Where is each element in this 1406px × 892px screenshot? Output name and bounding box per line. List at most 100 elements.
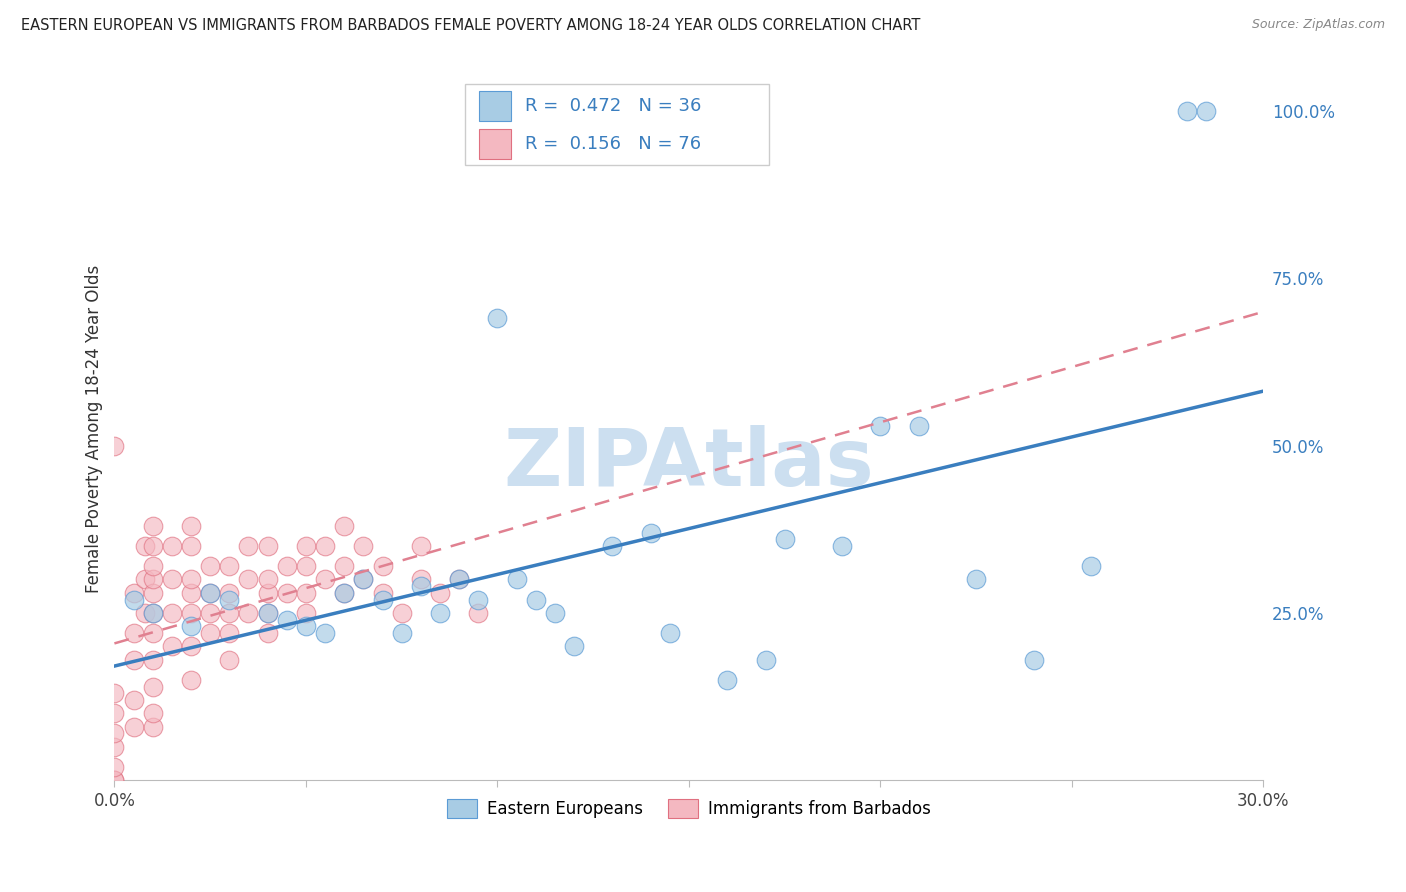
Point [180, 539, 202, 553]
Point [391, 626, 413, 640]
Point [198, 626, 221, 640]
FancyBboxPatch shape [465, 85, 769, 165]
Point [295, 539, 318, 553]
Point [256, 573, 278, 587]
Point [218, 606, 240, 620]
Point [180, 619, 202, 633]
Point [409, 573, 432, 587]
Point [142, 519, 165, 533]
Point [142, 680, 165, 694]
Point [180, 586, 202, 600]
Point [142, 653, 165, 667]
Point [314, 626, 336, 640]
Point [1195, 103, 1218, 118]
Point [429, 586, 451, 600]
Point [640, 525, 662, 540]
Point [1022, 653, 1045, 667]
Point [409, 579, 432, 593]
Point [218, 592, 240, 607]
Point [142, 626, 165, 640]
Point [103, 439, 125, 453]
Point [142, 539, 165, 553]
Legend: Eastern Europeans, Immigrants from Barbados: Eastern Europeans, Immigrants from Barba… [440, 792, 938, 825]
Point [122, 626, 145, 640]
Point [198, 586, 221, 600]
Text: Source: ZipAtlas.com: Source: ZipAtlas.com [1251, 18, 1385, 31]
Y-axis label: Female Poverty Among 18-24 Year Olds: Female Poverty Among 18-24 Year Olds [86, 265, 103, 593]
Point [198, 586, 221, 600]
Point [429, 606, 451, 620]
Point [218, 586, 240, 600]
Point [467, 592, 489, 607]
Point [965, 573, 987, 587]
Point [371, 592, 394, 607]
Point [276, 613, 298, 627]
Point [103, 739, 125, 754]
Point [295, 559, 318, 574]
Point [142, 573, 165, 587]
Point [333, 586, 356, 600]
Point [391, 606, 413, 620]
Point [1175, 103, 1198, 118]
Point [295, 606, 318, 620]
FancyBboxPatch shape [478, 91, 510, 120]
Point [449, 573, 471, 587]
Point [256, 606, 278, 620]
Point [142, 559, 165, 574]
Point [333, 559, 356, 574]
Point [238, 539, 260, 553]
Point [122, 653, 145, 667]
Point [218, 559, 240, 574]
Point [103, 773, 125, 788]
Point [276, 586, 298, 600]
Point [142, 586, 165, 600]
Point [333, 519, 356, 533]
Point [831, 539, 853, 553]
Point [180, 519, 202, 533]
Point [449, 573, 471, 587]
Point [352, 573, 374, 587]
Point [467, 606, 489, 620]
Point [658, 626, 681, 640]
Point [103, 760, 125, 774]
Point [486, 311, 509, 326]
Point [218, 626, 240, 640]
Point [256, 626, 278, 640]
Point [142, 606, 165, 620]
Point [256, 539, 278, 553]
Point [505, 573, 527, 587]
Point [122, 586, 145, 600]
Point [352, 539, 374, 553]
Text: EASTERN EUROPEAN VS IMMIGRANTS FROM BARBADOS FEMALE POVERTY AMONG 18-24 YEAR OLD: EASTERN EUROPEAN VS IMMIGRANTS FROM BARB… [21, 18, 921, 33]
Point [142, 706, 165, 721]
Text: R =  0.156   N = 76: R = 0.156 N = 76 [524, 135, 700, 153]
Point [544, 606, 567, 620]
Point [180, 673, 202, 687]
Point [333, 586, 356, 600]
Point [371, 559, 394, 574]
Point [907, 418, 929, 433]
Point [103, 726, 125, 740]
Point [1080, 559, 1102, 574]
Point [180, 606, 202, 620]
Point [352, 573, 374, 587]
Point [160, 606, 183, 620]
Point [103, 686, 125, 700]
Point [160, 640, 183, 654]
Point [716, 673, 738, 687]
Point [602, 539, 624, 553]
Point [256, 606, 278, 620]
Point [524, 592, 547, 607]
Point [122, 592, 145, 607]
Point [198, 559, 221, 574]
Point [562, 640, 585, 654]
Point [295, 586, 318, 600]
Point [122, 720, 145, 734]
Point [134, 573, 156, 587]
FancyBboxPatch shape [478, 129, 510, 159]
Point [256, 586, 278, 600]
Point [103, 706, 125, 721]
Point [180, 573, 202, 587]
Point [218, 653, 240, 667]
Point [371, 586, 394, 600]
